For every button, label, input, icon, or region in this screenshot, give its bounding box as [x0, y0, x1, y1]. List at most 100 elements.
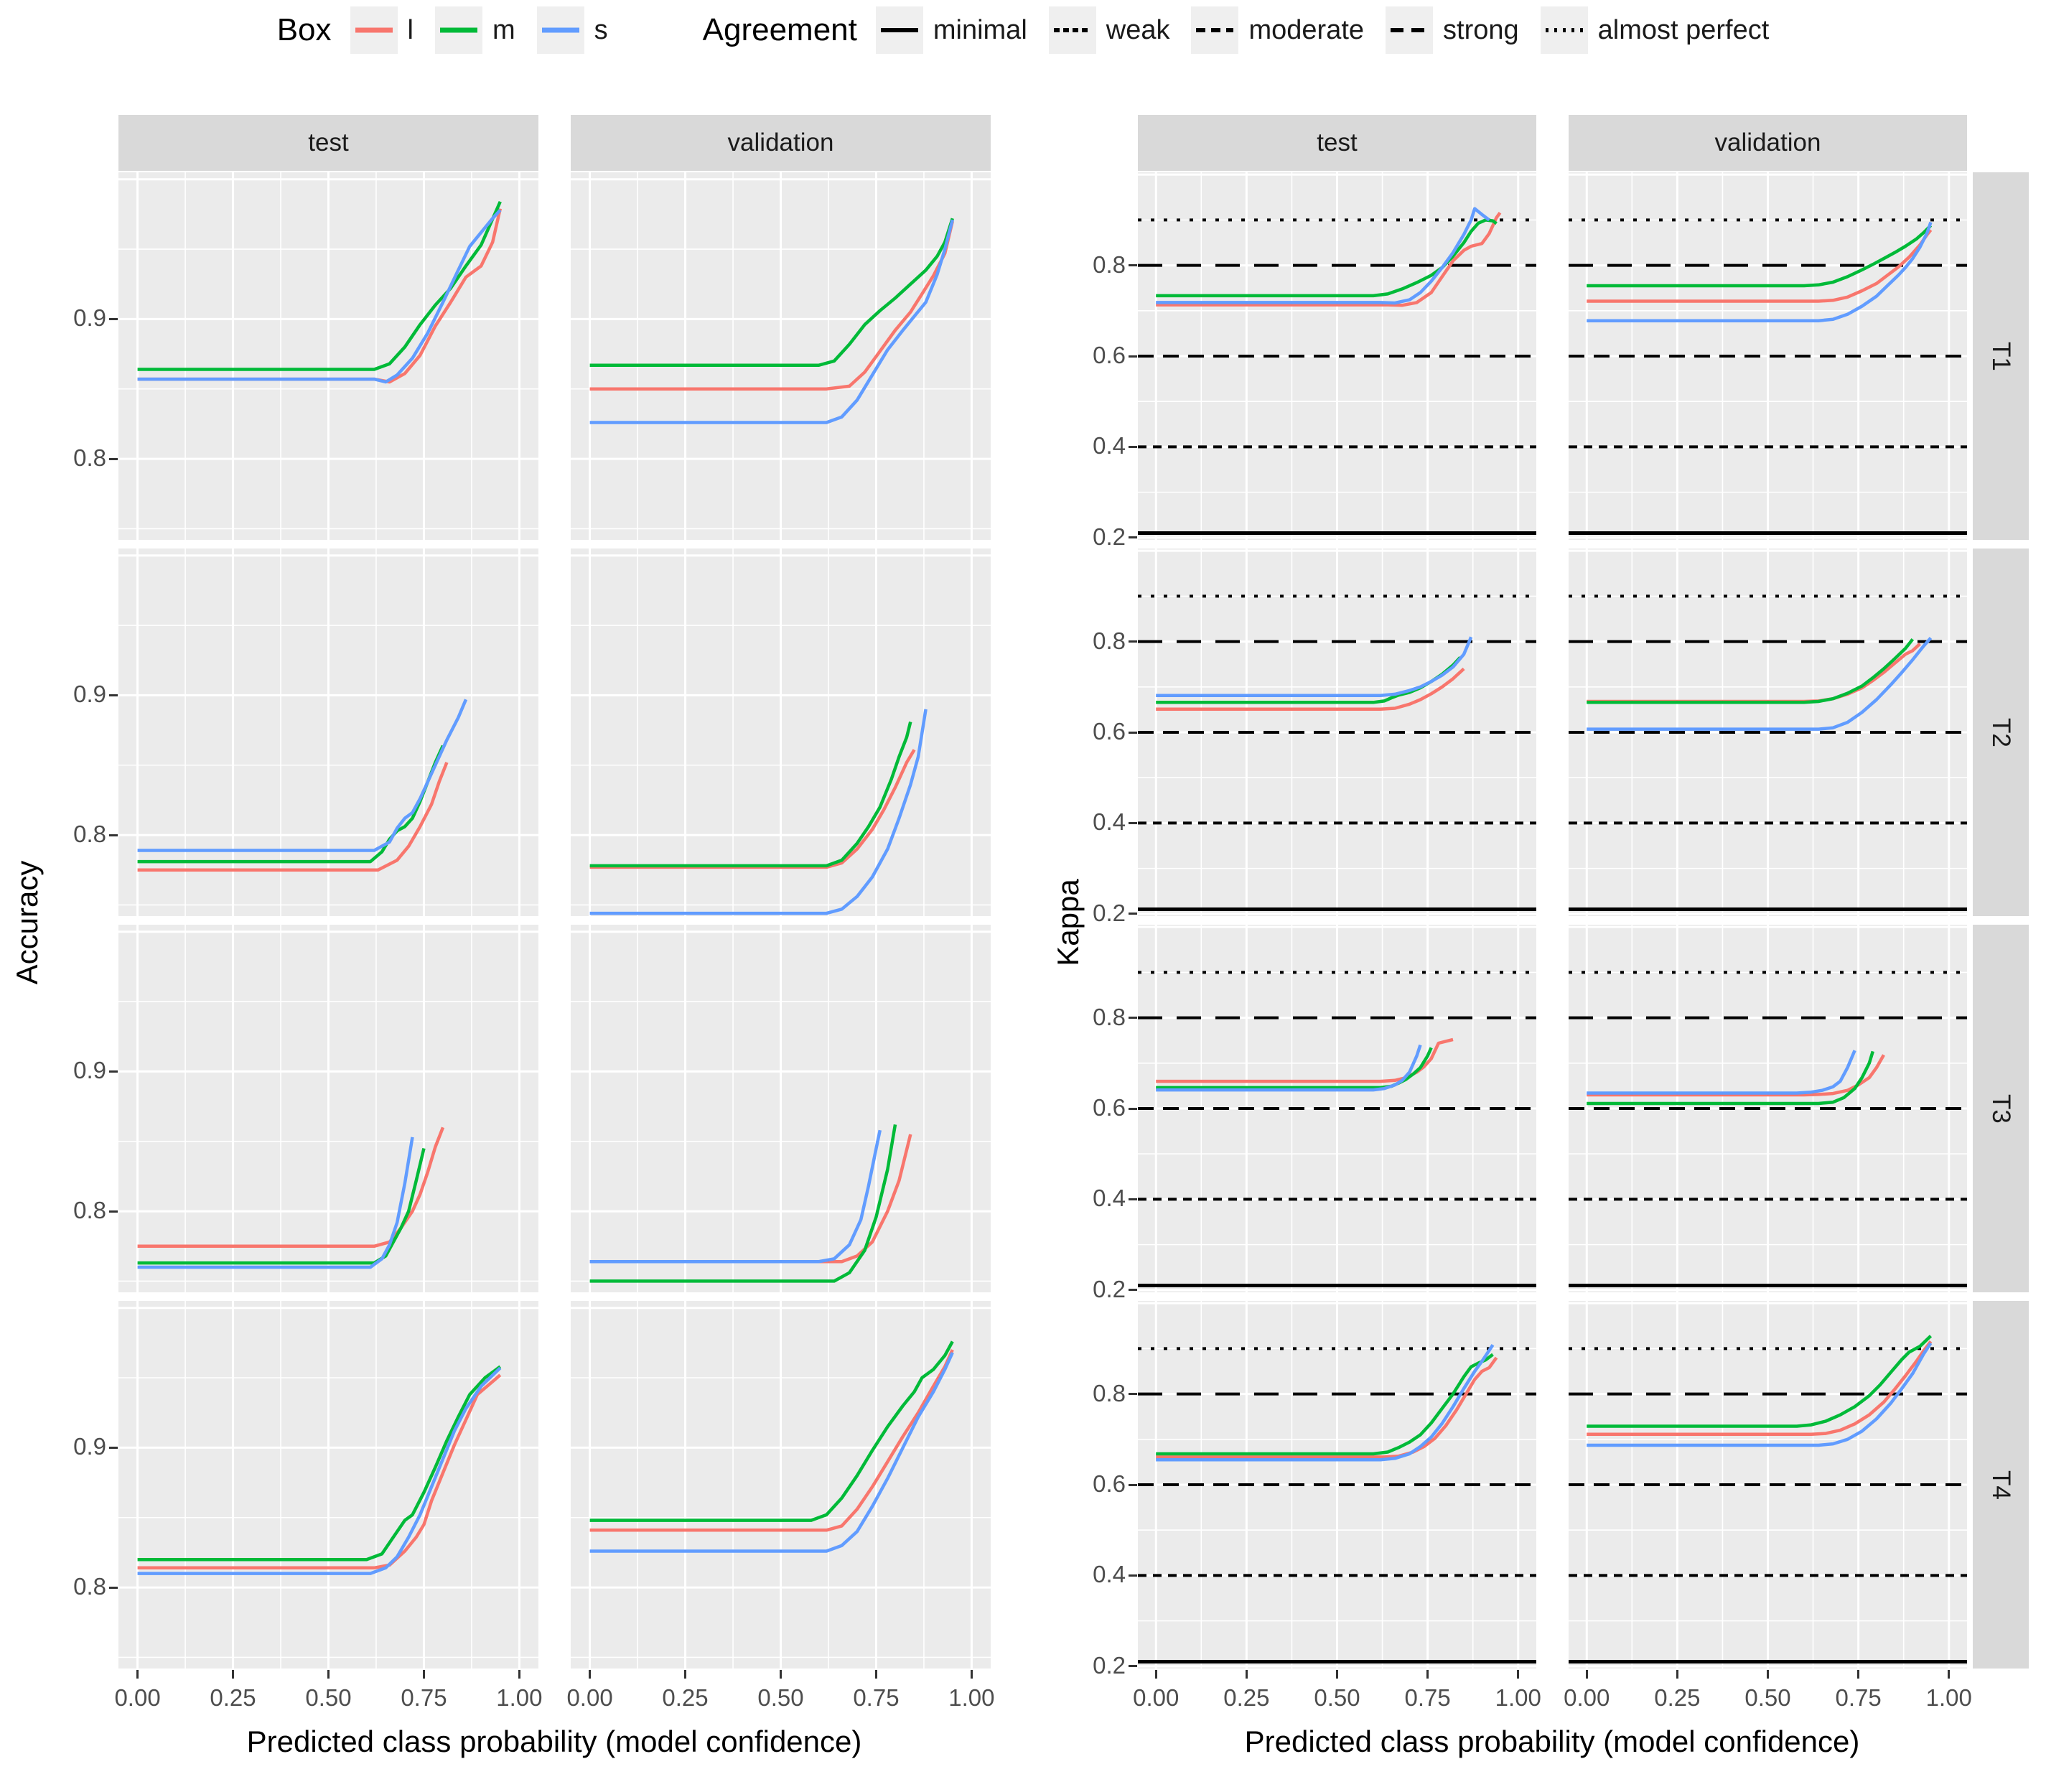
- y-tick-mark: [1129, 731, 1137, 734]
- y-tick-label: 0.6: [1093, 1470, 1126, 1497]
- x-tick-mark: [136, 1670, 139, 1679]
- x-tick-mark: [589, 1670, 592, 1679]
- series-line-m: [1156, 218, 1498, 298]
- series-line-l: [1587, 1054, 1885, 1097]
- y-tick-mark: [1129, 1198, 1137, 1200]
- y-tick-label: 0.9: [73, 681, 106, 708]
- y-tick-label: 0.2: [1093, 899, 1126, 926]
- y-tick-label: 0.2: [1093, 1275, 1126, 1302]
- series-line-l: [1156, 1356, 1498, 1459]
- x-tick-label: 0.00: [566, 1684, 613, 1711]
- y-tick-label: 0.6: [1093, 718, 1126, 745]
- legend-item-agreement-almost-perfect-key-icon: [1540, 6, 1588, 54]
- x-tick-label: 0.00: [1133, 1684, 1180, 1711]
- y-tick-mark: [109, 317, 118, 320]
- y-tick-label: 0.2: [1093, 523, 1126, 550]
- series-line-m: [589, 721, 912, 868]
- legend-group-agreement: Agreement minimal weak moderate strong almost…: [703, 6, 1770, 54]
- x-tick-mark: [1245, 1670, 1248, 1679]
- y-tick-label: 0.2: [1093, 1651, 1126, 1679]
- y-tick-label: 0.9: [73, 304, 106, 332]
- series-line-s: [1156, 1044, 1422, 1092]
- facet-strip-row-T3: T3: [1973, 925, 2029, 1292]
- x-tick-label: 0.75: [853, 1684, 900, 1711]
- series-line-s: [1156, 636, 1473, 698]
- series-line-l: [137, 762, 449, 872]
- panel-canvas: [1569, 1301, 1967, 1669]
- y-tick-label: 0.6: [1093, 1094, 1126, 1121]
- legend-item-agreement-weak: weak: [1048, 6, 1169, 54]
- x-tick-mark: [1585, 1670, 1588, 1679]
- y-tick-label: 0.4: [1093, 432, 1126, 459]
- series-line-s: [1587, 1050, 1856, 1095]
- legend-item-agreement-moderate-key-icon: [1191, 6, 1239, 54]
- x-tick-label: 0.25: [210, 1684, 256, 1711]
- y-tick-mark: [1129, 536, 1137, 539]
- panel-canvas: [1569, 172, 1967, 540]
- panel-kappa-T1-validation: [1569, 172, 1967, 540]
- y-tick-label: 0.8: [1093, 627, 1126, 654]
- x-tick-label: 0.50: [305, 1684, 352, 1711]
- facet-strip-kappa-test: test: [1138, 115, 1536, 171]
- panel-accuracy-T2-test: [118, 549, 538, 916]
- x-tick-mark: [1517, 1670, 1520, 1679]
- legend: Box l m s Agreement minimal weak moderate strong…: [0, 4, 2046, 56]
- series-line-m: [589, 218, 954, 367]
- y-tick-label: 0.9: [73, 1057, 106, 1084]
- legend-item-agreement-minimal-key-icon: [875, 6, 923, 54]
- x-tick-label: 0.50: [757, 1684, 804, 1711]
- series-line-m: [137, 200, 502, 371]
- legend-item-agreement-almost-perfect-label: almost perfect: [1597, 14, 1770, 45]
- series-line-s: [1587, 1342, 1933, 1447]
- x-tick-mark: [327, 1670, 330, 1679]
- series-line-l: [589, 749, 916, 869]
- x-tick-mark: [1426, 1670, 1429, 1679]
- series-line-m: [1587, 1050, 1874, 1106]
- y-tick-mark: [1129, 264, 1137, 267]
- y-tick-mark: [109, 457, 118, 460]
- legend-item-agreement-strong-label: strong: [1443, 14, 1519, 45]
- series-line-m: [1587, 638, 1915, 704]
- series-line-l: [1587, 1340, 1933, 1437]
- y-tick-mark: [1129, 1665, 1137, 1668]
- legend-item-agreement-minimal: minimal: [875, 6, 1027, 54]
- x-tick-label: 0.25: [662, 1684, 709, 1711]
- y-tick-mark: [109, 1586, 118, 1589]
- y-tick-mark: [1129, 1574, 1137, 1577]
- series-line-s: [589, 709, 928, 915]
- x-tick-mark: [1857, 1670, 1860, 1679]
- y-tick-label: 0.4: [1093, 808, 1126, 836]
- panel-accuracy-T1-test: [118, 172, 538, 540]
- panel-canvas: [1138, 549, 1536, 916]
- series-line-l: [589, 220, 954, 391]
- series-line-l: [589, 1349, 954, 1532]
- x-tick-mark: [970, 1670, 973, 1679]
- panel-canvas: [571, 549, 991, 916]
- series-line-s: [589, 1352, 954, 1553]
- x-tick-label: 0.75: [1404, 1684, 1451, 1711]
- legend-item-box-s-key-icon: [536, 6, 584, 54]
- panel-canvas: [118, 925, 538, 1292]
- facet-strip-row-T2: T2: [1973, 549, 2029, 916]
- y-tick-mark: [109, 694, 118, 696]
- y-tick-label: 0.4: [1093, 1185, 1126, 1212]
- y-tick-mark: [1129, 1393, 1137, 1396]
- x-axis-title-left: Predicted class probability (model confi…: [246, 1725, 862, 1758]
- series-line-s: [1587, 637, 1933, 731]
- panel-accuracy-T4-validation: [571, 1301, 991, 1669]
- series-line-m: [137, 1365, 502, 1562]
- panel-canvas: [1138, 172, 1536, 540]
- series-line-l: [137, 1373, 502, 1570]
- panel-kappa-T1-test: [1138, 172, 1536, 540]
- x-tick-mark: [1948, 1670, 1951, 1679]
- panel-canvas: [571, 1301, 991, 1669]
- legend-group-box: Box l m s: [277, 6, 608, 54]
- x-tick-label: 1.00: [1925, 1684, 1972, 1711]
- x-tick-mark: [874, 1670, 877, 1679]
- y-tick-label: 0.8: [73, 821, 106, 848]
- y-tick-label: 0.8: [1093, 1379, 1126, 1406]
- x-tick-label: 1.00: [496, 1684, 543, 1711]
- panel-canvas: [1569, 549, 1967, 916]
- y-tick-label: 0.8: [73, 1197, 106, 1224]
